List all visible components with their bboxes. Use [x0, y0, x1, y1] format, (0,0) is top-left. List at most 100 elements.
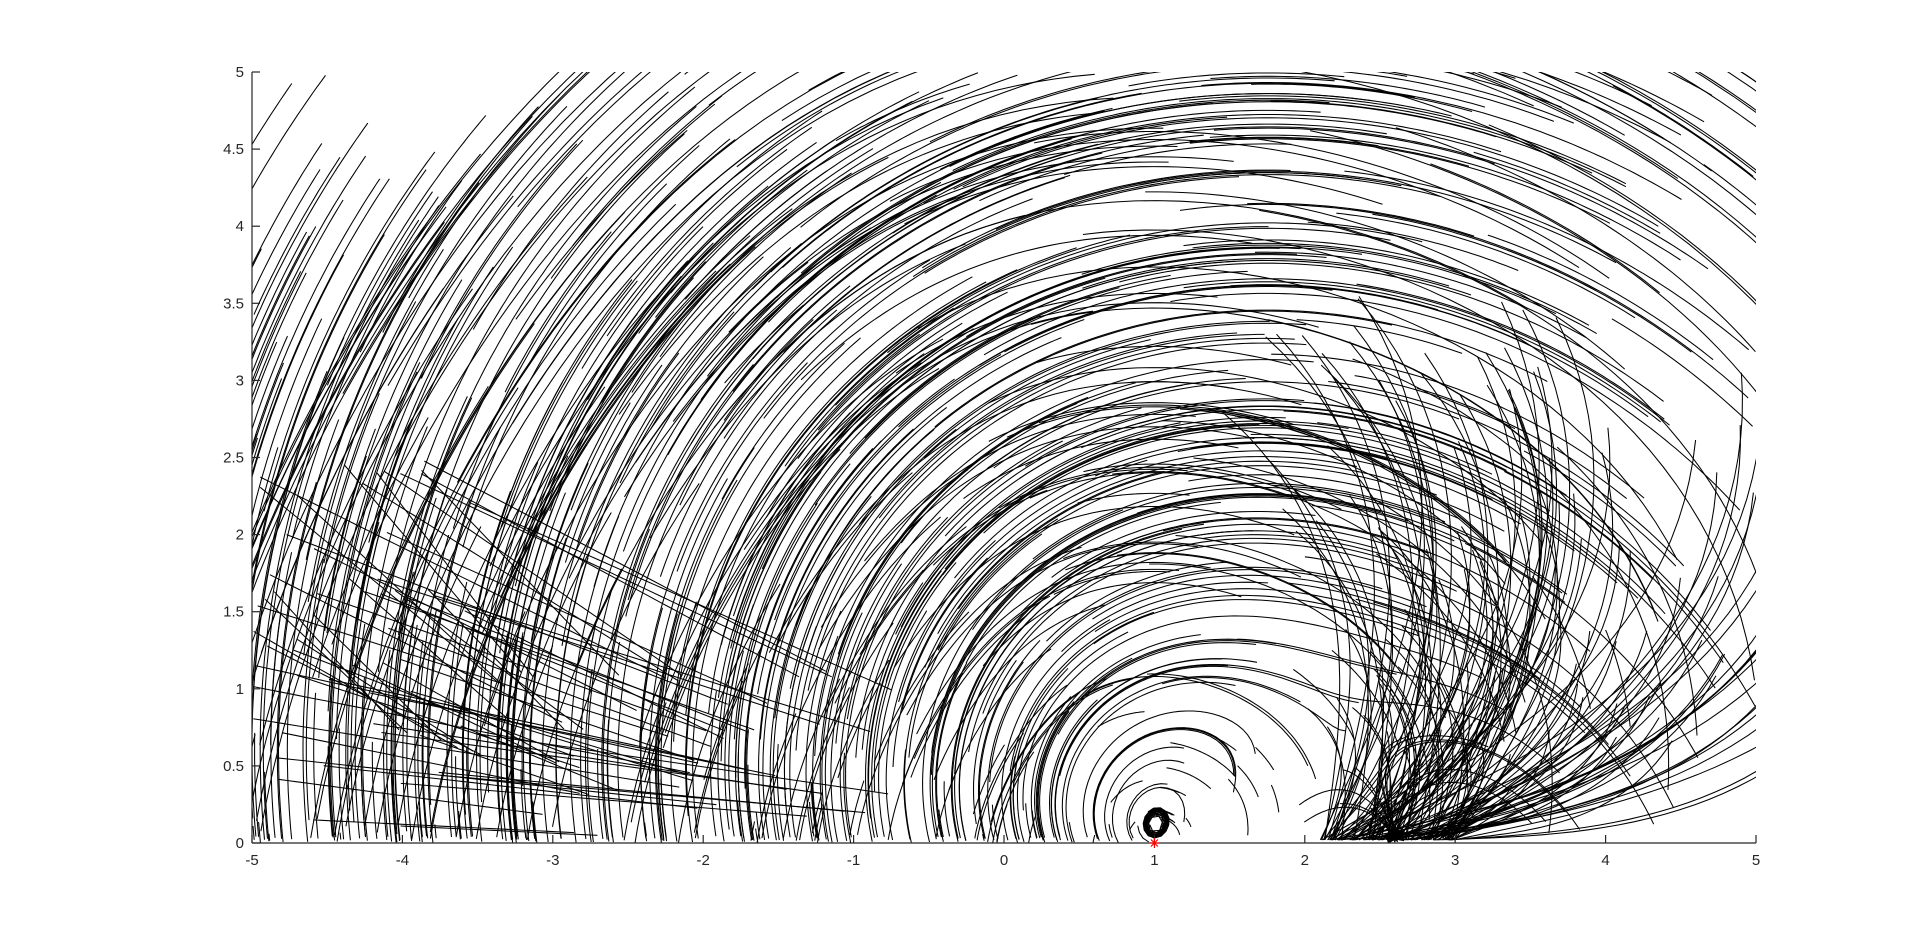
streamline-80 [252, 72, 616, 645]
streamline-682 [1138, 172, 1402, 187]
streamline-366 [692, 333, 921, 839]
streamline-818 [1446, 452, 1614, 841]
streamline-615 [394, 619, 407, 842]
streamline-857 [1450, 317, 1595, 841]
streamline-746 [768, 194, 937, 323]
streamline-621 [797, 227, 1391, 460]
streamline-271 [252, 318, 323, 518]
streamline-492 [581, 126, 813, 369]
streamline-743 [958, 618, 1032, 841]
streamline-928 [377, 578, 820, 725]
streamline-60 [1538, 72, 1713, 172]
streamline-497 [812, 635, 839, 841]
streamline-873 [1421, 659, 1454, 841]
streamline-596 [500, 110, 823, 528]
streamline-765 [1450, 582, 1511, 841]
streamline-15 [515, 130, 688, 320]
streamline-551 [849, 274, 1171, 454]
streamline-683 [761, 254, 1327, 570]
streamline-356 [983, 427, 1666, 615]
streamline-237 [521, 462, 589, 787]
streamline-932 [380, 593, 726, 732]
streamline-696 [949, 93, 1452, 167]
streamline-566 [1487, 234, 1714, 361]
streamline-641 [591, 181, 942, 643]
streamline-724 [360, 676, 367, 837]
x-tick-label: 0 [1000, 852, 1008, 869]
streamline-489 [656, 613, 679, 841]
streamline-620 [654, 447, 755, 843]
streamline-926 [427, 589, 565, 730]
streamline-0 [889, 138, 1580, 269]
streamline-112 [1131, 381, 1235, 390]
streamline-735 [638, 100, 913, 334]
streamline-467 [420, 139, 584, 379]
streamline-654 [1183, 239, 1590, 326]
streamline-28 [736, 0, 862, 28]
streamline-99 [252, 72, 591, 594]
streamline-624 [1068, 822, 1075, 843]
streamline-627 [1009, 756, 1017, 839]
streamline-413 [335, 143, 578, 740]
streamline-546 [514, 91, 920, 587]
streamline-535 [262, 196, 439, 839]
streamline-71 [1862, 104, 1920, 742]
streamline-345 [383, 649, 391, 837]
streamline-353 [1230, 284, 1439, 311]
streamline-248 [887, 234, 1131, 354]
streamline-777 [1453, 746, 1756, 841]
streamline-903 [281, 732, 580, 794]
streamline-538 [1473, 151, 1661, 234]
streamline-899 [400, 825, 598, 836]
streamline-504 [512, 492, 566, 840]
streamline-44 [910, 614, 1028, 778]
streamline-309 [1039, 640, 1397, 838]
streamline-53 [1146, 673, 1317, 780]
streamline-340 [1417, 387, 1628, 500]
streamline-111 [1087, 675, 1309, 767]
streamline-846 [1372, 653, 1726, 841]
streamline-787 [1423, 634, 1756, 841]
streamline-176 [551, 483, 700, 827]
streamline-540 [1602, 72, 1705, 123]
streamline-247 [619, 311, 735, 484]
streamline-307 [1188, 474, 1460, 520]
streamline-500 [1328, 380, 1685, 567]
streamline-404 [938, 809, 944, 838]
streamline-858 [1390, 689, 1417, 841]
streamline-708 [923, 338, 1151, 459]
streamline-138 [1110, 780, 1143, 803]
streamline-278 [962, 117, 1659, 227]
streamline-394 [982, 542, 1457, 714]
x-tick-label: 3 [1451, 852, 1459, 869]
streamline-744 [755, 811, 761, 840]
streamline-180 [693, 680, 744, 833]
streamline-554 [835, 563, 903, 744]
streamline-294 [252, 155, 367, 375]
streamline-466 [1190, 442, 1493, 501]
y-tick-label: 1.5 [223, 604, 244, 621]
streamline-772 [1291, 486, 1385, 840]
streamline-852 [1221, 411, 1341, 840]
streamline-431 [252, 115, 487, 758]
streamline-655 [900, 416, 1286, 628]
streamline-477 [710, 74, 1018, 272]
streamline-315 [1250, 433, 1716, 689]
streamline-158 [1092, 834, 1096, 843]
streamline-844 [1276, 333, 1375, 841]
streamline-258 [936, 672, 964, 842]
streamline-935 [388, 627, 711, 747]
streamline-674 [555, 242, 802, 839]
streamline-649 [730, 328, 974, 649]
streamline-391 [784, 307, 954, 467]
streamline-400 [1210, 75, 1486, 108]
streamline-564 [765, 291, 1008, 518]
streamline-616 [1270, 100, 1593, 174]
streamline-731 [606, 148, 788, 337]
streamline-943 [253, 686, 690, 774]
streamline-95 [1179, 28, 1352, 51]
streamline-630 [1307, 221, 1519, 271]
streamline-471 [397, 105, 697, 635]
streamline-352 [783, 174, 1071, 353]
streamline-371 [1343, 72, 1555, 122]
